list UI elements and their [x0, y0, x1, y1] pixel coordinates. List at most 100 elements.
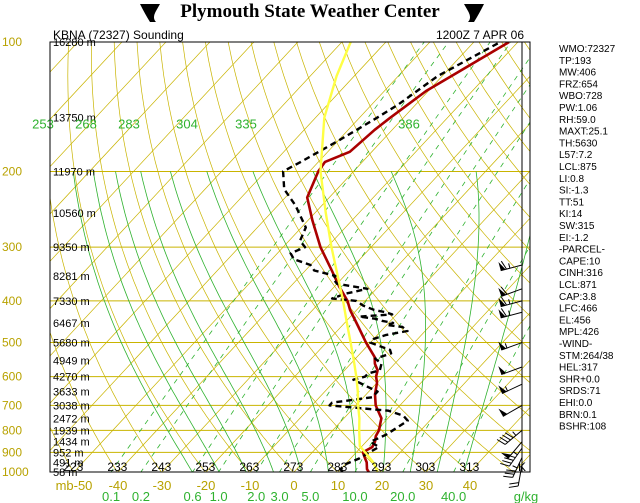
index-line: TP:193 — [559, 56, 592, 67]
dry-adiabat-line — [67, 42, 206, 472]
index-line: EHI:0.0 — [559, 398, 593, 409]
index-line: WMO:72327 — [559, 44, 616, 55]
height-label: 11970 m — [53, 166, 95, 178]
temperature-tick-label: 30 — [419, 478, 433, 493]
wind-barb-half-flag — [512, 431, 517, 436]
wind-barb-pennant — [498, 385, 507, 394]
height-label: 4949 m — [53, 355, 90, 367]
wind-barbs — [496, 42, 523, 488]
height-label: 58 m — [53, 467, 77, 479]
plot-data — [281, 42, 510, 472]
wind-barb-flag — [506, 469, 516, 472]
index-line: WBO:728 — [559, 91, 603, 102]
index-line: CINH:316 — [559, 268, 603, 279]
moist-adiabat-line — [463, 233, 530, 472]
wind-barb-flag — [502, 434, 511, 441]
wind-barb-shaft — [508, 447, 523, 467]
height-label: 3633 m — [53, 387, 90, 399]
dry-adiabat-line — [341, 42, 530, 317]
index-line: MW:406 — [559, 68, 596, 79]
temperature-tick-label: 10 — [331, 478, 345, 493]
height-label: 8281 m — [53, 271, 90, 283]
isotherm-line — [381, 312, 530, 472]
temperature-tick-label: -40 — [109, 478, 128, 493]
time-label: 1200Z 7 APR 06 — [436, 28, 524, 42]
mixing-ratio-tick-label: 0.2 — [132, 489, 150, 503]
index-line: BRN:0.1 — [559, 410, 597, 421]
wind-barb-pennant — [498, 287, 507, 297]
plot-frame — [49, 41, 531, 473]
pressure-tick-label: 800 — [2, 423, 22, 437]
pressure-tick-label: 100 — [2, 35, 22, 49]
index-line: MAXT:25.1 — [559, 127, 608, 138]
index-line: TT:51 — [559, 197, 584, 208]
isotherm-line — [50, 42, 343, 357]
pressure-tick-label: 1000 — [2, 465, 29, 479]
moist-adiabat-line — [206, 171, 329, 472]
wind-barb-flag — [508, 485, 519, 488]
index-line: SRDS:71 — [559, 386, 601, 397]
wind-barb-half-flag — [512, 465, 518, 469]
wind-barb-flag — [500, 462, 510, 467]
dry-adiabat-line — [273, 42, 530, 417]
index-line: LCL:875 — [559, 162, 597, 173]
wind-barb — [500, 441, 523, 459]
mixing-ratio-line — [453, 324, 530, 472]
temperature-tick-label: 20 — [375, 478, 389, 493]
parcel-line — [319, 42, 379, 472]
temperature-tick-label: -20 — [197, 478, 216, 493]
pressure-tick-label: 700 — [2, 398, 22, 412]
mixing-ratio-tick-label: 3.0 — [271, 489, 289, 503]
pressure-tick-label: 500 — [2, 336, 22, 350]
index-line: EL:456 — [559, 315, 591, 326]
height-label: 3038 m — [53, 400, 90, 412]
wind-barb — [508, 464, 523, 488]
index-line: TH:5630 — [559, 138, 598, 149]
height-label: 16280 m — [53, 37, 96, 49]
height-label: 491 m — [53, 457, 84, 469]
isotherm-line — [50, 42, 431, 452]
wind-barb-pennant — [498, 341, 507, 351]
index-line: -WIND- — [559, 339, 592, 350]
theta-label-bottom: 243 — [151, 460, 171, 474]
temperature-tick-label: mb-50 — [56, 478, 93, 493]
index-line: RH:59.0 — [559, 115, 596, 126]
mixing-ratio-tick-label: 20.0 — [390, 489, 415, 503]
mixing-ratio-tick-label: 2.0 — [247, 489, 265, 503]
wind-barb-half-flag — [508, 310, 511, 316]
theta-label-bottom: 223 — [63, 460, 83, 474]
index-line: STM:264/38 — [559, 351, 614, 362]
isotherm-line — [293, 217, 530, 472]
mixing-ratio-tick-label: 0.1 — [102, 489, 120, 503]
moist-adiabat-line — [312, 171, 387, 472]
isotherm-line — [50, 42, 123, 120]
wind-barb — [498, 260, 523, 272]
index-line: EI:-1.2 — [559, 233, 589, 244]
index-line: L57:7.2 — [559, 150, 593, 161]
wind-barb-shaft — [517, 464, 523, 487]
wind-barb — [498, 383, 523, 394]
index-line: SI:-1.3 — [559, 186, 589, 197]
wind-barb-half-flag — [508, 299, 511, 305]
wind-barb-flag — [502, 460, 512, 464]
wind-barb-half-flag — [504, 343, 508, 349]
wind-barb-shaft — [501, 383, 523, 394]
wind-barb — [503, 457, 523, 478]
theta-label-top: 268 — [75, 117, 97, 132]
pressure-tick-label: 200 — [2, 164, 22, 178]
height-label: 4270 m — [53, 372, 90, 384]
mixing-ratio-line — [354, 178, 530, 472]
wind-barb-flag — [500, 296, 507, 306]
index-line: HEL:317 — [559, 363, 598, 374]
isotherm-line — [50, 42, 387, 404]
indices-panel: WMO:72327TP:193MW:406FRZ:654WBO:728PW:1.… — [559, 44, 616, 433]
wind-barb-pennant — [498, 309, 506, 318]
dry-adiabat-line — [296, 42, 530, 384]
moist-adiabat-line — [115, 171, 247, 472]
mixing-ratio-line — [110, 42, 425, 472]
wind-barb-pennant — [500, 452, 512, 459]
wind-barb-pennant — [498, 297, 506, 307]
height-label: 9350 m — [53, 242, 90, 254]
theta-label-top: 304 — [176, 117, 198, 132]
